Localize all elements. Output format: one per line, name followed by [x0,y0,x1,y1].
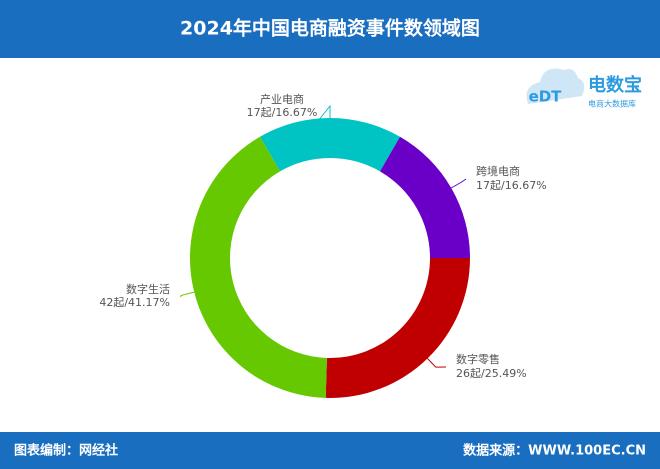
logo-mark: eDT [529,88,563,106]
logo-name: 电数宝 [588,74,642,96]
slice [325,258,470,398]
leader-line [450,178,467,189]
chart-title: 2024年中国电商融资事件数领域图 [180,17,480,40]
footer-left: 图表编制：网经社 [14,443,118,459]
slice [380,136,470,258]
value-label: 17起/16.67% [476,179,547,192]
logo-cloud [526,68,585,104]
logo-tagline: 电商大数据库 [588,99,636,109]
value-label: 17起/16.67% [247,106,318,119]
logo: eDT 电数宝 电商大数据库 [526,68,642,109]
slice [189,136,327,398]
leader-line [179,291,195,297]
value-label: 26起/25.49% [456,367,527,380]
leader-line [317,104,331,122]
leader-line [427,358,447,368]
slice-name: 跨境电商 [476,164,520,178]
slice-name: 产业电商 [260,92,304,106]
footer-bar [0,432,660,469]
slice-name: 数字生活 [126,282,170,296]
slice [260,117,400,172]
value-label: 42起/41.17% [99,296,170,309]
header-bar [0,0,660,58]
footer-right: 数据来源：WWW.100EC.CN [463,443,646,459]
slice-name: 数字零售 [456,352,500,366]
